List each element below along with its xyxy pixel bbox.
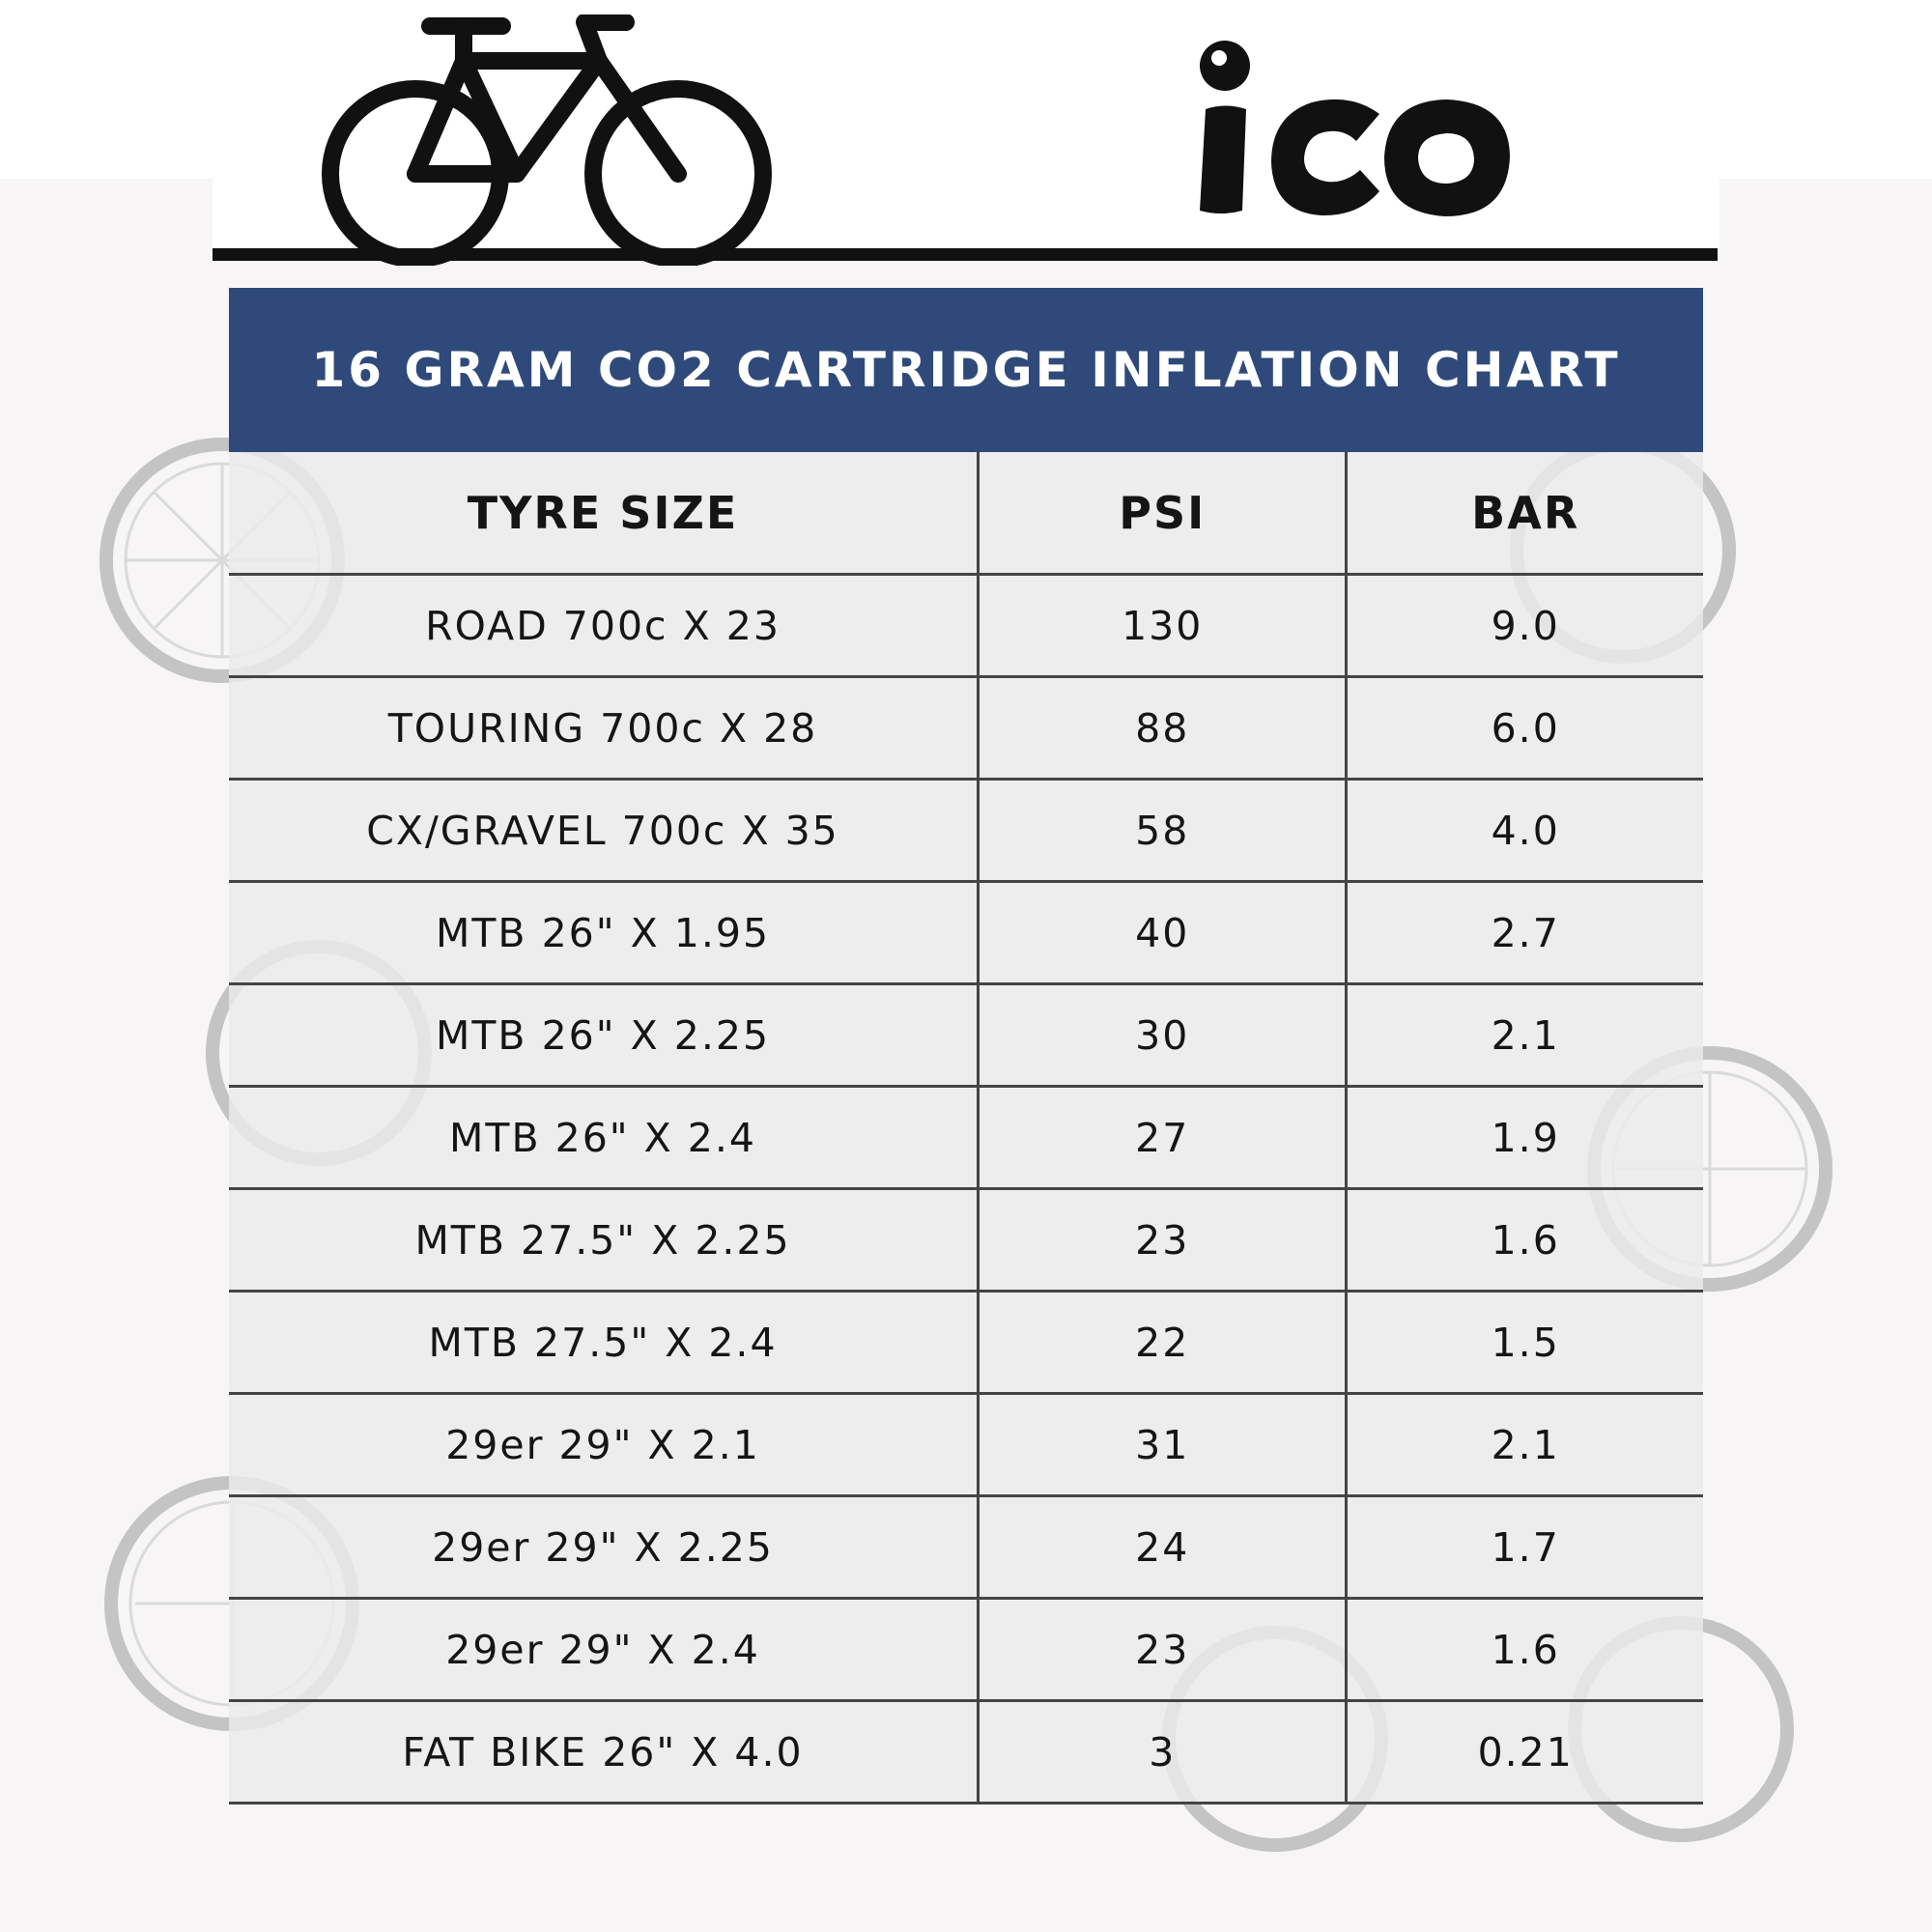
- psi-cell: 31: [977, 1393, 1347, 1497]
- bar-cell: 1.5: [1345, 1291, 1703, 1395]
- table-row: MTB 27.5" X 2.4 22 1.5: [229, 1291, 1703, 1395]
- tyre-size-cell: MTB 27.5" X 2.25: [229, 1188, 979, 1293]
- psi-cell: 23: [977, 1188, 1347, 1293]
- table-row: 29er 29" X 2.1 31 2.1: [229, 1393, 1703, 1497]
- tyre-size-cell: CX/GRAVEL 700c X 35: [229, 779, 979, 883]
- table-row: MTB 27.5" X 2.25 23 1.6: [229, 1188, 1703, 1293]
- table-row: TOURING 700c X 28 88 6.0: [229, 676, 1703, 781]
- tyre-size-cell: 29er 29" X 2.4: [229, 1598, 979, 1702]
- psi-cell: 130: [977, 574, 1347, 678]
- ico-logo: [1200, 41, 1510, 216]
- psi-cell: 23: [977, 1598, 1347, 1702]
- header-psi: PSI: [977, 452, 1347, 576]
- psi-cell: 58: [977, 779, 1347, 883]
- bar-cell: 1.7: [1345, 1495, 1703, 1600]
- psi-cell: 3: [977, 1700, 1347, 1804]
- psi-cell: 27: [977, 1086, 1347, 1190]
- tyre-size-cell: FAT BIKE 26" X 4.0: [229, 1700, 979, 1804]
- table-row: MTB 26" X 2.25 30 2.1: [229, 983, 1703, 1088]
- psi-cell: 30: [977, 983, 1347, 1088]
- table-row: 29er 29" X 2.4 23 1.6: [229, 1598, 1703, 1702]
- inflation-table: TYRE SIZE PSI BAR ROAD 700c X 23 130 9.0…: [229, 452, 1703, 1804]
- chart-title: 16 GRAM CO2 CARTRIDGE INFLATION CHART: [229, 288, 1703, 452]
- bar-cell: 2.1: [1345, 983, 1703, 1088]
- tyre-size-cell: MTB 27.5" X 2.4: [229, 1291, 979, 1395]
- tyre-size-cell: MTB 26" X 2.25: [229, 983, 979, 1088]
- tyre-size-cell: TOURING 700c X 28: [229, 676, 979, 781]
- header-rule-line: [213, 248, 1718, 261]
- psi-cell: 88: [977, 676, 1347, 781]
- tyre-size-cell: ROAD 700c X 23: [229, 574, 979, 678]
- bar-cell: 0.21: [1345, 1700, 1703, 1804]
- table-row: CX/GRAVEL 700c X 35 58 4.0: [229, 779, 1703, 883]
- psi-cell: 24: [977, 1495, 1347, 1600]
- header-tyre-size: TYRE SIZE: [229, 452, 979, 576]
- tyre-size-cell: 29er 29" X 2.25: [229, 1495, 979, 1600]
- bar-cell: 4.0: [1345, 779, 1703, 883]
- table-row: FAT BIKE 26" X 4.0 3 0.21: [229, 1700, 1703, 1804]
- table-row: 29er 29" X 2.25 24 1.7: [229, 1495, 1703, 1600]
- bar-cell: 9.0: [1345, 574, 1703, 678]
- table-row: MTB 26" X 2.4 27 1.9: [229, 1086, 1703, 1190]
- table-row: ROAD 700c X 23 130 9.0: [229, 574, 1703, 678]
- psi-cell: 22: [977, 1291, 1347, 1395]
- bar-cell: 1.6: [1345, 1598, 1703, 1702]
- bicycle-icon: [322, 14, 772, 266]
- bar-cell: 2.1: [1345, 1393, 1703, 1497]
- tyre-size-cell: MTB 26" X 2.4: [229, 1086, 979, 1190]
- table-header-row: TYRE SIZE PSI BAR: [229, 452, 1703, 576]
- bar-cell: 1.6: [1345, 1188, 1703, 1293]
- psi-cell: 40: [977, 881, 1347, 985]
- table-row: MTB 26" X 1.95 40 2.7: [229, 881, 1703, 985]
- header-bar: BAR: [1345, 452, 1703, 576]
- bar-cell: 2.7: [1345, 881, 1703, 985]
- tyre-size-cell: MTB 26" X 1.95: [229, 881, 979, 985]
- bar-cell: 1.9: [1345, 1086, 1703, 1190]
- tyre-size-cell: 29er 29" X 2.1: [229, 1393, 979, 1497]
- bar-cell: 6.0: [1345, 676, 1703, 781]
